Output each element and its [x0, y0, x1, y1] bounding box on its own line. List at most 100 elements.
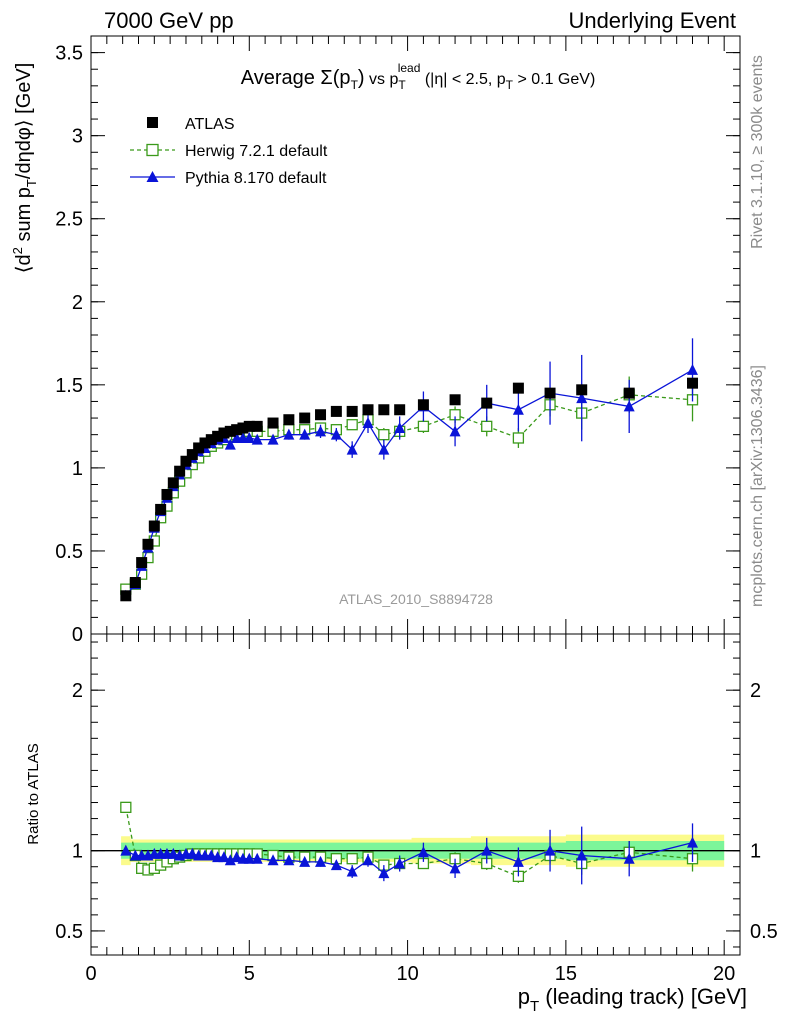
xlabel-b: (leading track) [GeV]	[539, 984, 747, 1009]
ratio-x-tick-label: 0	[85, 963, 96, 985]
atlas-point	[199, 437, 211, 449]
xlabel-a: p	[518, 984, 530, 1009]
ratio-pythia-point	[394, 857, 406, 869]
ratio-x-tick-label: 20	[713, 963, 735, 985]
pythia-point	[512, 403, 524, 415]
legend-herwig-label: Herwig 7.2.1 default	[185, 143, 328, 160]
ylabel-sub: T	[24, 179, 39, 187]
herwig-point	[378, 429, 390, 441]
atlas-point	[161, 488, 173, 500]
atlas-point	[362, 404, 374, 416]
atlas-point	[512, 382, 524, 394]
title-lead: Average	[241, 67, 321, 89]
herwig-point	[512, 432, 525, 444]
pythia-point	[623, 400, 635, 412]
atlas-point	[481, 397, 493, 409]
xlabel-sub: T	[530, 998, 539, 1015]
mcplots-label: mcplots.cern.ch [arXiv:1306.3436]	[749, 365, 766, 607]
atlas-point	[155, 503, 167, 515]
atlas-point	[180, 455, 192, 467]
rivet-label: Rivet 3.1.10, ≥ 300k events	[749, 55, 766, 249]
ratio-pythia-point	[251, 852, 263, 864]
herwig-line	[125, 394, 693, 590]
ratio-pythia-point	[120, 844, 132, 856]
atlas-point	[394, 404, 406, 416]
ylabel-b: sum p	[13, 187, 35, 247]
pythia-point	[224, 438, 236, 450]
atlas-point	[378, 404, 390, 416]
ylabel-c: /dηdφ⟩ [GeV]	[13, 63, 35, 179]
pythia-point	[449, 425, 461, 437]
ratio-frame	[90, 633, 741, 956]
ratio-pythia-point	[186, 847, 198, 859]
atlas-point	[346, 405, 358, 417]
main-y-tick-label: 1	[72, 458, 83, 480]
atlas-point	[267, 417, 279, 429]
main-title: Average Σ(pT) vs pTlead (|η| < 2.5, pT >…	[241, 61, 596, 92]
atlas-point	[148, 520, 160, 532]
legend-atlas: ATLAS	[147, 116, 235, 133]
atlas-point	[283, 414, 295, 426]
ratio-pythia-point	[299, 855, 311, 867]
main-y-tick-label: 3.5	[55, 43, 83, 65]
main-y-tick-label: 2.5	[55, 209, 83, 231]
ratio-pythia-point	[362, 854, 374, 866]
ratio-y-tick-label: 1	[72, 841, 83, 863]
analysis-watermark: ATLAS_2010_S8894728	[339, 591, 493, 607]
herwig-point	[417, 420, 430, 433]
ratio-x-tick-label: 10	[396, 963, 418, 985]
ratio-panel: 0.5 0.5 1 1 2 2 0 5 10 15 20 Ratio to ATLAS pT (l…	[25, 633, 778, 1015]
title-vs: vs p	[365, 71, 399, 88]
legend-herwig-marker	[146, 143, 159, 157]
legend-atlas-marker	[147, 117, 158, 128]
pythia-point	[283, 428, 295, 440]
atlas-point	[231, 424, 243, 436]
ratio-y-tick-label: 0.5	[55, 921, 83, 943]
ratio-y-tick-label-right: 1	[750, 841, 761, 863]
pythia-point	[362, 417, 374, 429]
atlas-point	[205, 434, 217, 446]
pythia-point	[687, 363, 699, 375]
ratio-xlabel: pT (leading track) [GeV]	[518, 984, 747, 1015]
legend: ATLAS Herwig 7.2.1 default Pythia 8.170 …	[130, 116, 328, 187]
pythia-point	[394, 422, 406, 434]
atlas-point	[142, 538, 154, 550]
atlas-point	[120, 590, 132, 602]
legend-pythia-label: Pythia 8.170 default	[185, 170, 327, 187]
herwig-point	[346, 419, 358, 431]
title-sup-lead: lead	[398, 61, 421, 75]
atlas-point	[243, 420, 255, 432]
main-y-tick-label: 3	[72, 126, 83, 148]
ratio-pythia-point	[623, 852, 635, 864]
ratio-y-tick-label-right: 0.5	[750, 921, 778, 943]
atlas-point	[623, 387, 635, 399]
title-sub-t1: T	[351, 78, 359, 92]
ratio-pythia-point	[417, 846, 429, 858]
atlas-point	[417, 399, 429, 411]
legend-pythia-marker	[146, 171, 159, 182]
header-right: Underlying Event	[568, 8, 736, 33]
ratio-herwig-point	[346, 853, 358, 865]
ratio-pythia-point	[167, 847, 179, 859]
atlas-point	[129, 577, 141, 589]
ratio-y-tick-label-right: 2	[750, 680, 761, 702]
main-y-tick-label: 2	[72, 292, 83, 314]
atlas-point	[174, 465, 186, 477]
ratio-pythia-point	[687, 836, 699, 848]
atlas-point	[224, 425, 236, 437]
ratio-y-tick-label: 2	[72, 680, 83, 702]
pythia-point	[346, 443, 358, 455]
atlas-point	[186, 449, 198, 461]
ratio-pythia-point	[267, 854, 279, 866]
atlas-point	[218, 427, 230, 439]
legend-herwig: Herwig 7.2.1 default	[130, 143, 328, 160]
pythia-point	[243, 431, 255, 443]
ratio-pythia-point	[218, 851, 230, 863]
title-cuts-b: > 0.1 GeV)	[513, 71, 595, 88]
atlas-point	[299, 412, 311, 424]
ratio-pythia-point	[576, 849, 588, 861]
title-sub-t2: T	[398, 78, 406, 92]
pythia-point	[299, 428, 311, 440]
atlas-point	[449, 394, 461, 406]
atlas-point	[167, 477, 179, 489]
